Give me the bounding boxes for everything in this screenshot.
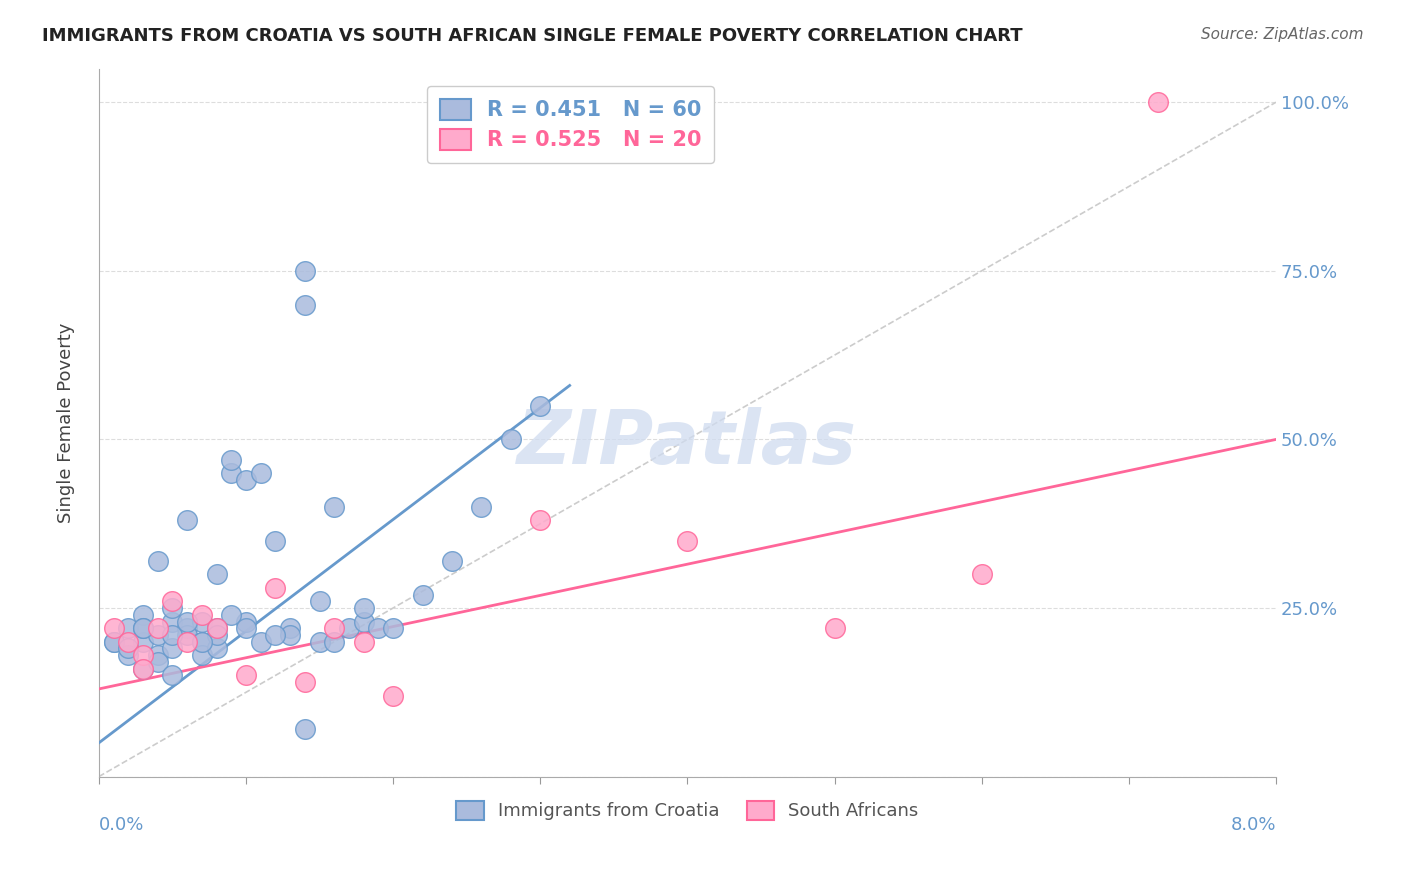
Point (205, 628, 228, 642)
Text: IMMIGRANTS FROM CROATIA VS SOUTH AFRICAN SINGLE FEMALE POVERTY CORRELATION CHART: IMMIGRANTS FROM CROATIA VS SOUTH AFRICAN… (42, 27, 1022, 45)
Point (382, 621, 405, 635)
Point (162, 628, 184, 642)
Point (294, 264, 316, 278)
Legend: Immigrants from Croatia, South Africans: Immigrants from Croatia, South Africans (446, 790, 929, 831)
Point (367, 621, 389, 635)
Point (176, 621, 198, 635)
Point (235, 621, 257, 635)
Point (294, 723, 316, 737)
Point (191, 634, 214, 648)
Point (382, 689, 405, 703)
Point (132, 621, 155, 635)
Point (323, 621, 346, 635)
Point (162, 641, 184, 656)
Point (146, 554, 169, 568)
Point (323, 634, 346, 648)
Point (308, 634, 330, 648)
Point (249, 634, 271, 648)
Point (440, 554, 463, 568)
Point (264, 533, 287, 548)
Text: Source: ZipAtlas.com: Source: ZipAtlas.com (1201, 27, 1364, 42)
Text: 0.0%: 0.0% (98, 815, 145, 833)
Point (235, 615, 257, 629)
Point (353, 615, 375, 629)
Point (249, 466, 271, 480)
Point (176, 513, 198, 527)
Point (235, 668, 257, 682)
Point (470, 500, 492, 514)
Point (278, 621, 301, 635)
Point (970, 567, 993, 582)
Point (132, 662, 155, 676)
Point (294, 297, 316, 311)
Point (824, 621, 846, 635)
Point (103, 634, 125, 648)
Point (117, 648, 139, 663)
Point (412, 588, 434, 602)
Point (529, 399, 551, 413)
Point (219, 452, 242, 467)
Point (205, 621, 228, 635)
Point (103, 621, 125, 635)
Point (162, 615, 184, 629)
Point (176, 634, 198, 648)
Point (308, 594, 330, 608)
Point (205, 567, 228, 582)
Point (353, 601, 375, 615)
Point (294, 675, 316, 690)
Point (337, 621, 360, 635)
Y-axis label: Single Female Poverty: Single Female Poverty (58, 322, 75, 523)
Point (191, 615, 214, 629)
Point (529, 513, 551, 527)
Text: 8.0%: 8.0% (1230, 815, 1277, 833)
Point (117, 634, 139, 648)
Point (219, 466, 242, 480)
Point (162, 668, 184, 682)
Point (117, 621, 139, 635)
Point (219, 607, 242, 622)
Point (132, 607, 155, 622)
Point (146, 621, 169, 635)
Point (205, 621, 228, 635)
Point (278, 628, 301, 642)
Point (264, 628, 287, 642)
Point (323, 500, 346, 514)
Point (176, 628, 198, 642)
Point (191, 634, 214, 648)
Point (191, 648, 214, 663)
Point (1147, 95, 1170, 110)
Point (117, 641, 139, 656)
Point (162, 594, 184, 608)
Point (205, 641, 228, 656)
Point (146, 648, 169, 663)
Point (353, 634, 375, 648)
Point (146, 655, 169, 669)
Point (132, 634, 155, 648)
Point (146, 628, 169, 642)
Point (132, 648, 155, 663)
Point (103, 634, 125, 648)
Point (162, 601, 184, 615)
Point (264, 581, 287, 595)
Point (191, 607, 214, 622)
Point (235, 473, 257, 487)
Point (132, 621, 155, 635)
Point (676, 533, 699, 548)
Point (176, 615, 198, 629)
Text: ZIPatlas: ZIPatlas (517, 408, 858, 480)
Point (132, 662, 155, 676)
Point (499, 433, 522, 447)
